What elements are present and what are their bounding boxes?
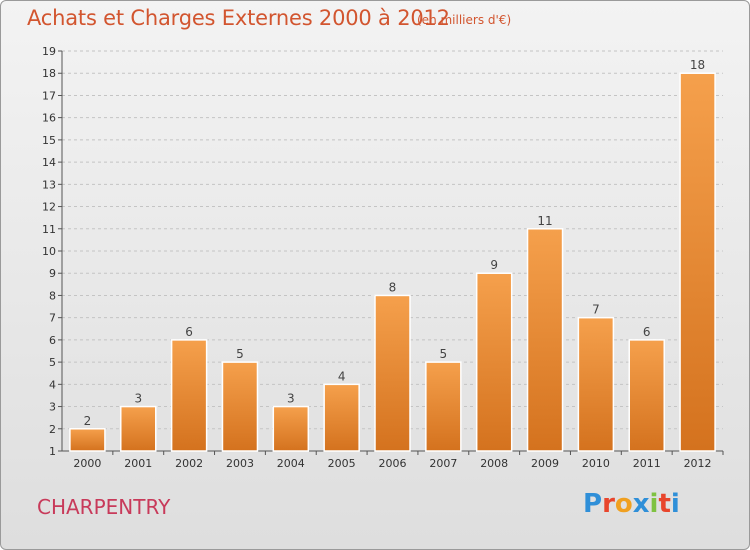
bar [272,405,310,452]
y-tick-label: 11 [42,223,56,236]
x-tick-label: 2008 [480,457,508,470]
bar [425,361,462,452]
chart-title: Achats et Charges Externes 2000 à 2012 [27,6,450,30]
logo-letter: o [614,489,633,519]
y-tick-label: 5 [49,356,56,369]
x-tick-label: 2004 [277,457,305,470]
x-tick-label: 2011 [633,457,661,470]
y-tick-label: 4 [49,378,56,391]
y-tick-label: 17 [42,89,56,102]
data-label: 7 [592,303,600,317]
y-tick-label: 2 [49,423,56,436]
data-label: 4 [338,369,346,383]
chart-subtitle: (en milliers d'€) [417,13,512,27]
bar [120,405,157,452]
bar [526,228,564,452]
y-tick-label: 12 [42,201,56,214]
bar [323,383,360,452]
y-tick-label: 10 [42,245,56,258]
bar [221,361,259,452]
data-label: 5 [440,347,448,361]
y-tick-label: 8 [49,289,56,302]
y-tick-label: 7 [49,312,56,325]
y-tick-label: 18 [42,67,56,80]
y-tick-label: 9 [49,267,56,280]
x-tick-label: 2009 [531,457,559,470]
y-tick-label: 1 [49,445,56,458]
x-tick-label: 2000 [73,457,101,470]
data-label: 9 [490,258,498,272]
commune-name: CHARPENTRY [37,495,171,519]
data-label: 11 [537,214,552,228]
data-label: 8 [389,280,397,294]
logo-letter: i [670,489,680,519]
x-tick-label: 2002 [175,457,203,470]
x-tick-label: 2007 [429,457,457,470]
data-label: 18 [690,58,705,72]
data-label: 3 [134,392,142,406]
data-label: 2 [84,414,92,428]
bar [628,339,665,452]
y-tick-label: 15 [42,134,56,147]
logo-letter: x [632,489,650,519]
x-tick-label: 2010 [582,457,610,470]
x-tick-label: 2003 [226,457,254,470]
bar [374,294,411,452]
bar [69,428,106,452]
bar [170,339,208,452]
data-label: 6 [643,325,651,339]
proxiti-logo: Proxiti [583,489,680,519]
x-tick-label: 2005 [328,457,356,470]
y-tick-label: 13 [42,178,56,191]
data-label: 3 [287,392,295,406]
x-tick-label: 2012 [684,457,712,470]
data-label: 6 [185,325,193,339]
logo-letter: r [602,489,615,519]
logo-letter: t [658,489,671,519]
y-tick-label: 16 [42,112,56,125]
data-label: 5 [236,347,244,361]
bar [475,272,513,452]
y-tick-label: 14 [42,156,56,169]
x-tick-label: 2001 [124,457,152,470]
y-tick-label: 6 [49,334,56,347]
bar [577,316,615,452]
y-tick-label: 3 [49,401,56,414]
bar [679,72,716,452]
logo-letter: i [649,489,659,519]
logo-letter: P [583,489,603,519]
y-tick-label: 19 [42,45,56,58]
x-tick-label: 2006 [379,457,407,470]
